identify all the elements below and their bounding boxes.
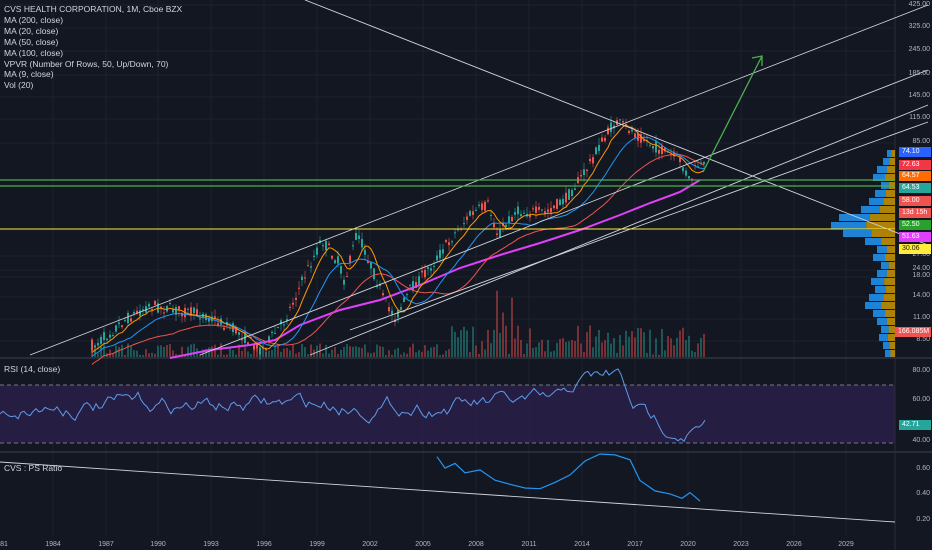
countdown-tag: 13d 15h <box>899 208 931 218</box>
price-label: 325.00 <box>908 23 930 30</box>
price-tag: 72.63 <box>899 160 931 170</box>
time-label: 1987 <box>98 541 114 548</box>
time-label: 1993 <box>203 541 219 548</box>
price-label: 115.00 <box>909 114 930 121</box>
price-label: 425.00 <box>908 1 930 8</box>
price-label: 27.00 <box>912 251 930 258</box>
chart-legend: CVS HEALTH CORPORATION, 1M, Cboe BZX MA … <box>4 4 182 91</box>
time-label: 1999 <box>309 541 325 548</box>
volume-profile <box>831 150 895 357</box>
price-label: 11.00 <box>913 314 930 321</box>
price-tag: 52.50 <box>899 220 931 230</box>
rsi-level-label: 60.00 <box>912 396 930 403</box>
time-label: 2005 <box>415 541 431 548</box>
price-label: 14.00 <box>912 292 930 299</box>
price-label: 145.00 <box>908 92 930 99</box>
channel-lower3-line[interactable] <box>349 121 929 331</box>
ps-level-label: 0.60 <box>916 465 930 472</box>
time-label: 2002 <box>362 541 378 548</box>
time-label: 2014 <box>574 541 590 548</box>
projection-arrow[interactable] <box>702 55 763 173</box>
ma-100-line <box>91 153 705 365</box>
ps-pane-title[interactable]: CVS : PS Ratio <box>4 463 63 473</box>
price-tag: 64.57 <box>899 171 931 181</box>
rsi-value-tag: 42.71 <box>899 420 931 430</box>
price-label: 245.00 <box>908 46 930 53</box>
time-label: 2029 <box>838 541 854 548</box>
time-label: 2008 <box>468 541 484 548</box>
volume-bars <box>91 290 705 357</box>
price-tag: 58.00 <box>899 196 931 206</box>
price-label: 185.00 <box>908 70 930 77</box>
time-label: 2026 <box>786 541 802 548</box>
time-label: 1990 <box>150 541 166 548</box>
time-label: 2017 <box>627 541 643 548</box>
time-label: 2023 <box>733 541 749 548</box>
legend-ma100[interactable]: MA (100, close) <box>4 47 64 58</box>
rsi-level-label: 40.00 <box>912 437 930 444</box>
time-label: 2020 <box>680 541 696 548</box>
ma-50-line <box>91 136 705 357</box>
rsi-line <box>0 368 706 443</box>
ps-level-label: 0.40 <box>916 490 930 497</box>
price-tag: 74.10 <box>899 147 931 157</box>
legend-ma9[interactable]: MA (9, close) <box>4 69 54 80</box>
channel-lower-line[interactable] <box>199 69 929 356</box>
volume-tag: 166.085M <box>895 327 931 337</box>
price-tag: 30.06 <box>899 244 931 254</box>
price-candles <box>91 115 705 360</box>
price-label: 85.00 <box>912 138 930 145</box>
price-label: 8.50 <box>916 336 930 343</box>
legend-ma200[interactable]: MA (200, close) <box>4 14 64 25</box>
symbol-title[interactable]: CVS HEALTH CORPORATION, 1M, Cboe BZX <box>4 4 183 14</box>
time-label: 2011 <box>521 541 537 548</box>
time-label: 81 <box>0 541 8 548</box>
ps-level-label: 0.20 <box>916 516 930 523</box>
ma-20-line <box>91 124 705 353</box>
ps-trendline[interactable] <box>0 461 896 523</box>
time-label: 1996 <box>256 541 272 548</box>
price-label: 18.00 <box>912 272 930 279</box>
legend-ma50[interactable]: MA (50, close) <box>4 36 59 47</box>
descending-trendline[interactable] <box>304 0 929 246</box>
price-tag: 64.53 <box>899 183 931 193</box>
grid <box>0 0 895 536</box>
time-label: 1984 <box>45 541 61 548</box>
ps-ratio-line <box>436 453 701 502</box>
rsi-pane-title[interactable]: RSI (14, close) <box>4 364 61 374</box>
rsi-level-label: 80.00 <box>912 367 930 374</box>
channel-lower2-line[interactable] <box>309 104 929 356</box>
legend-ma20[interactable]: MA (20, close) <box>4 25 59 36</box>
legend-volume[interactable]: Vol (20) <box>4 80 34 91</box>
legend-vpvr[interactable]: VPVR (Number Of Rows, 50, Up/Down, 70) <box>4 58 169 69</box>
price-label: 24.00 <box>912 265 930 272</box>
price-tag: 51.63 <box>899 232 931 242</box>
